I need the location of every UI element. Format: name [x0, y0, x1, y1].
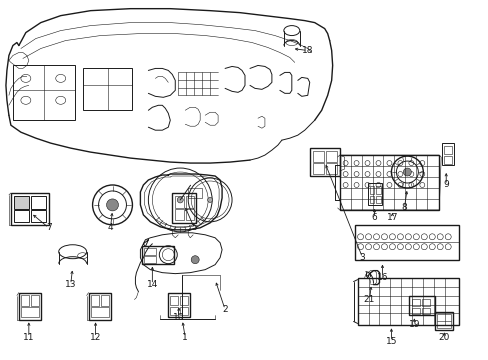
- Text: 19: 19: [408, 320, 419, 329]
- Bar: [168, 293, 190, 318]
- Bar: [14, 210, 29, 222]
- Text: 5: 5: [191, 223, 197, 232]
- Bar: [312, 163, 323, 174]
- Bar: [422, 298, 429, 306]
- Bar: [11, 193, 49, 225]
- Bar: [180, 296, 188, 305]
- Text: 7: 7: [46, 223, 52, 232]
- Bar: [13, 66, 75, 120]
- Text: 17: 17: [386, 213, 397, 222]
- Bar: [376, 196, 381, 203]
- Bar: [369, 186, 374, 194]
- Bar: [354, 225, 458, 260]
- Bar: [31, 294, 39, 306]
- Text: 15: 15: [385, 337, 396, 346]
- Bar: [19, 293, 41, 320]
- Bar: [188, 188, 202, 198]
- Text: 2: 2: [222, 305, 227, 314]
- Bar: [339, 155, 438, 210]
- Bar: [367, 183, 382, 205]
- Bar: [144, 248, 156, 255]
- Bar: [170, 306, 178, 315]
- Text: 20: 20: [438, 333, 449, 342]
- Bar: [357, 278, 458, 325]
- Bar: [90, 306, 108, 318]
- Text: 6: 6: [371, 213, 377, 222]
- Bar: [144, 256, 156, 263]
- Text: 11: 11: [23, 333, 35, 342]
- Bar: [443, 156, 451, 164]
- Bar: [436, 315, 450, 328]
- Bar: [411, 307, 420, 315]
- Bar: [90, 294, 99, 306]
- Bar: [309, 148, 339, 176]
- Bar: [31, 210, 46, 222]
- Bar: [21, 294, 29, 306]
- Text: 3: 3: [359, 253, 365, 262]
- Text: 1: 1: [182, 333, 188, 342]
- Text: 8: 8: [401, 203, 407, 212]
- Text: 21: 21: [363, 295, 374, 304]
- Ellipse shape: [403, 168, 410, 176]
- Bar: [21, 306, 39, 318]
- Bar: [101, 294, 108, 306]
- Bar: [82, 68, 132, 110]
- Bar: [172, 193, 196, 223]
- Text: 13: 13: [65, 280, 76, 289]
- Ellipse shape: [191, 256, 199, 264]
- Text: 12: 12: [90, 333, 101, 342]
- Bar: [186, 209, 194, 220]
- Bar: [88, 293, 110, 320]
- Bar: [180, 306, 188, 315]
- Bar: [443, 146, 451, 154]
- Bar: [142, 246, 174, 264]
- Bar: [175, 196, 184, 208]
- Bar: [186, 196, 194, 208]
- Bar: [422, 307, 429, 315]
- Text: 10: 10: [172, 313, 183, 322]
- Text: 4: 4: [107, 223, 113, 232]
- Bar: [312, 151, 323, 162]
- Ellipse shape: [106, 199, 118, 211]
- Bar: [376, 186, 381, 194]
- Bar: [175, 209, 184, 220]
- Bar: [170, 296, 178, 305]
- Text: 16: 16: [376, 273, 387, 282]
- Bar: [441, 143, 453, 165]
- Text: 14: 14: [146, 280, 158, 289]
- Bar: [408, 296, 434, 315]
- Text: 18: 18: [302, 46, 313, 55]
- Ellipse shape: [177, 197, 183, 203]
- Bar: [411, 298, 420, 306]
- Bar: [369, 196, 374, 203]
- Ellipse shape: [207, 197, 212, 202]
- Bar: [434, 312, 452, 330]
- Bar: [325, 163, 336, 174]
- Bar: [14, 196, 29, 209]
- Bar: [325, 151, 336, 162]
- Text: 9: 9: [443, 180, 448, 189]
- Bar: [31, 196, 46, 209]
